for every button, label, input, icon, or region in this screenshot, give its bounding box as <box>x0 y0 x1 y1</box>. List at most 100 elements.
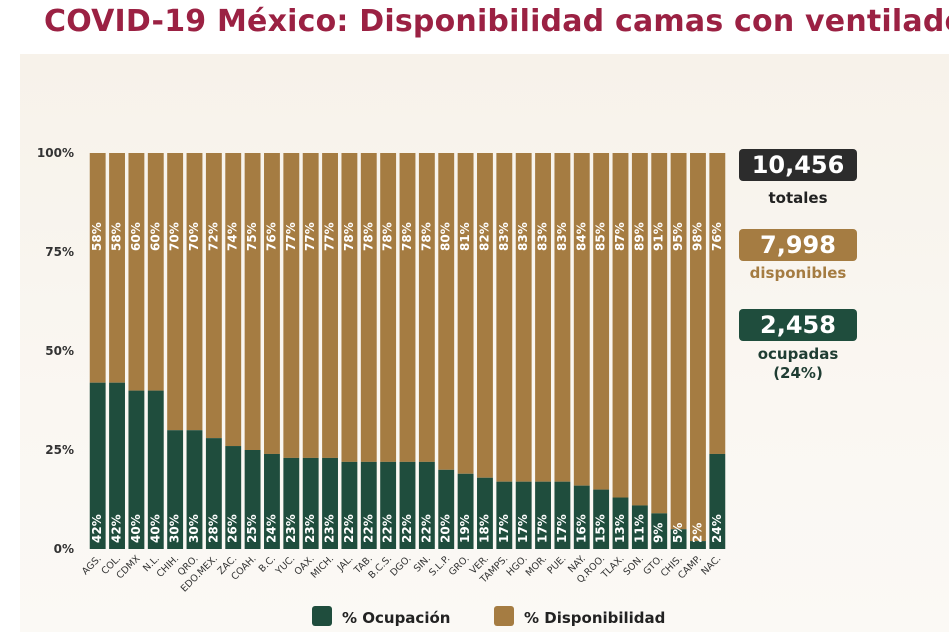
label-available-value: 83% <box>536 222 550 251</box>
label-occupied-value: 16% <box>574 514 588 543</box>
total-beds-box: 10,456 <box>739 149 857 181</box>
bar-occupied-GTO. <box>651 513 668 549</box>
label-occupied-value: 30% <box>168 514 182 543</box>
bar-occupied-TLAX. <box>612 497 629 549</box>
bar-available-EDO.MEX. <box>205 153 222 439</box>
label-available-value: 83% <box>516 222 530 251</box>
label-available-value: 95% <box>671 222 685 251</box>
label-occupied-value: 40% <box>148 514 162 543</box>
bar-occupied-NAY. <box>573 485 590 549</box>
bar-available-CHIH. <box>167 153 184 431</box>
bar-available-DGO. <box>399 153 416 462</box>
bar-available-AGS. <box>89 153 106 383</box>
label-available-value: 75% <box>245 222 259 251</box>
bar-available-SON. <box>631 153 648 506</box>
legend-swatch-occupied <box>312 606 332 626</box>
label-available-value: 80% <box>439 222 453 251</box>
label-occupied-value: 30% <box>187 514 201 543</box>
bar-available-COL. <box>109 153 125 383</box>
label-available-value: 78% <box>400 222 414 251</box>
occupied-beds-box: 2,458 <box>739 309 857 341</box>
label-occupied-value: 23% <box>303 514 317 543</box>
label-occupied-value: 20% <box>439 514 453 543</box>
bar-available-CHIS. <box>670 153 687 530</box>
label-available-value: 77% <box>303 222 317 251</box>
bar-occupied-COL. <box>109 382 125 549</box>
y-tick-label: 25% <box>45 443 74 457</box>
bar-available-CAMP. <box>690 153 706 542</box>
total-beds-label: totales <box>768 189 828 207</box>
bar-available-OAX. <box>302 153 319 458</box>
label-occupied-value: 9% <box>652 523 666 543</box>
label-occupied-value: 17% <box>536 514 550 543</box>
bar-available-MOR. <box>535 153 551 482</box>
label-available-value: 83% <box>555 222 569 251</box>
label-occupied-value: 17% <box>516 514 530 543</box>
occupied-beds-label: ocupadas (24%) <box>729 345 867 383</box>
bar-occupied-HGO. <box>515 481 532 549</box>
bar-occupied-VER. <box>477 477 493 549</box>
label-available-value: 89% <box>632 222 646 251</box>
bar-occupied-ZAC. <box>225 446 242 549</box>
bar-available-CDMX <box>128 153 145 391</box>
x-tick-label: SON. <box>621 553 645 577</box>
occupied-label-line2: (24%) <box>773 364 823 382</box>
available-beds-value: 7,998 <box>760 231 836 259</box>
label-occupied-value: 23% <box>323 514 337 543</box>
label-available-value: 91% <box>652 222 666 251</box>
bar-available-TAB. <box>360 153 377 462</box>
occupied-beds-value: 2,458 <box>760 311 836 339</box>
legend-label-available: % Disponibilidad <box>524 609 666 627</box>
label-occupied-value: 22% <box>400 514 414 543</box>
bar-available-B.C. <box>264 153 280 454</box>
y-tick-label: 0% <box>54 542 74 556</box>
label-available-value: 78% <box>361 222 375 251</box>
bar-occupied-QRO. <box>186 430 203 549</box>
total-beds-value: 10,456 <box>751 151 845 179</box>
bar-available-GTO. <box>651 153 668 514</box>
bar-available-Q.ROO. <box>593 153 610 490</box>
bar-available-S.L.P. <box>438 153 455 470</box>
label-available-value: 87% <box>613 222 627 251</box>
legend-label-occupied: % Ocupación <box>342 609 451 627</box>
bar-occupied-NAC. <box>709 453 726 549</box>
label-occupied-value: 22% <box>361 514 375 543</box>
label-occupied-value: 15% <box>594 514 608 543</box>
bar-available-QRO. <box>186 153 203 431</box>
label-occupied-value: 22% <box>342 514 356 543</box>
label-available-value: 76% <box>710 222 724 251</box>
x-tick-label: CHIH. <box>155 553 182 580</box>
label-occupied-value: 18% <box>477 514 491 543</box>
label-available-value: 84% <box>574 222 588 251</box>
x-tick-label: S.L.P. <box>427 553 452 578</box>
label-available-value: 74% <box>226 222 240 251</box>
label-occupied-value: 26% <box>226 514 240 543</box>
label-occupied-value: 11% <box>632 514 646 543</box>
available-beds-box: 7,998 <box>739 229 857 261</box>
legend-swatch-available <box>494 606 514 626</box>
bar-available-JAL. <box>341 153 358 462</box>
bar-occupied-B.C.S. <box>380 461 397 549</box>
label-available-value: 76% <box>264 222 278 251</box>
page-title: COVID-19 México: Disponibilidad camas co… <box>44 4 949 39</box>
label-available-value: 85% <box>594 222 608 251</box>
bar-occupied-MOR. <box>535 481 551 549</box>
bar-available-PUE. <box>554 153 571 482</box>
x-tick-label: GRO. <box>447 553 472 578</box>
label-available-value: 60% <box>148 222 162 251</box>
bar-occupied-CAMP. <box>690 541 706 549</box>
bar-occupied-TAB. <box>360 461 377 549</box>
label-occupied-value: 24% <box>264 514 278 543</box>
bar-occupied-OAX. <box>302 457 319 549</box>
label-occupied-value: 42% <box>90 514 104 543</box>
available-beds-label: disponibles <box>749 264 847 282</box>
label-available-value: 58% <box>90 222 104 251</box>
x-tick-label: DGO. <box>388 553 413 578</box>
occupied-label-line1: ocupadas <box>757 345 839 363</box>
label-available-value: 77% <box>323 222 337 251</box>
bar-occupied-CHIH. <box>167 430 184 549</box>
bar-occupied-YUC. <box>283 457 300 549</box>
label-available-value: 78% <box>342 222 356 251</box>
bar-occupied-Q.ROO. <box>593 489 610 549</box>
